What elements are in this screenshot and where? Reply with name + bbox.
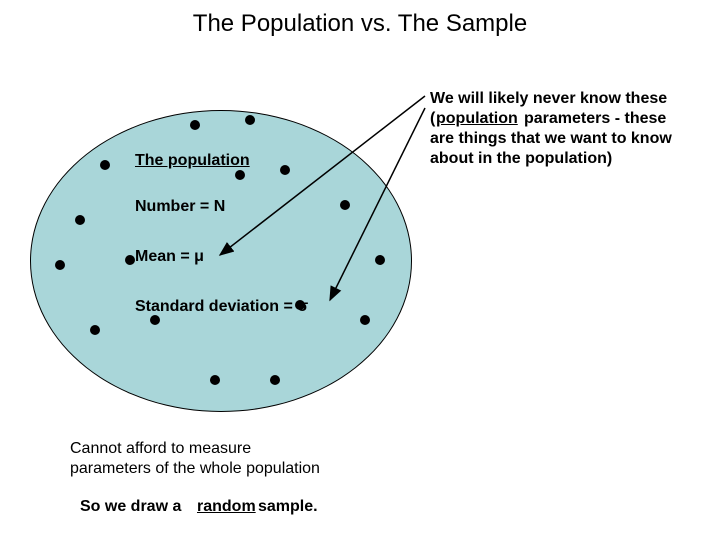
- population-dot: [210, 375, 220, 385]
- population-dot: [270, 375, 280, 385]
- population-dot: [55, 260, 65, 270]
- label-note_l4: about in the population): [430, 150, 612, 168]
- population-dot: [90, 325, 100, 335]
- population-dot: [75, 215, 85, 225]
- label-draw_mid: random: [197, 498, 256, 516]
- population-dot: [235, 170, 245, 180]
- label-cannot1: Cannot afford to measure: [70, 440, 251, 458]
- population-dot: [150, 315, 160, 325]
- label-draw_post: sample.: [258, 498, 318, 516]
- population-dot: [360, 315, 370, 325]
- population-dot: [100, 160, 110, 170]
- page-title: The Population vs. The Sample: [0, 10, 720, 38]
- population-dot: [245, 115, 255, 125]
- label-note_l2_pop: population: [436, 110, 518, 128]
- label-population_heading: The population: [135, 152, 250, 170]
- population-dot: [190, 120, 200, 130]
- label-number: Number = N: [135, 198, 225, 216]
- population-dot: [280, 165, 290, 175]
- label-stddev: Standard deviation = σ: [135, 298, 308, 316]
- label-mean: Mean = μ: [135, 248, 204, 266]
- label-note_l3: are things that we want to know: [430, 130, 672, 148]
- label-note_l2_pre: (: [430, 110, 435, 128]
- population-dot: [340, 200, 350, 210]
- label-note_l1: We will likely never know these: [430, 90, 667, 108]
- label-cannot2: parameters of the whole population: [70, 460, 320, 478]
- label-draw_pre: So we draw a: [80, 498, 181, 516]
- population-dot: [125, 255, 135, 265]
- population-dot: [375, 255, 385, 265]
- label-note_l2_post: parameters - these: [524, 110, 666, 128]
